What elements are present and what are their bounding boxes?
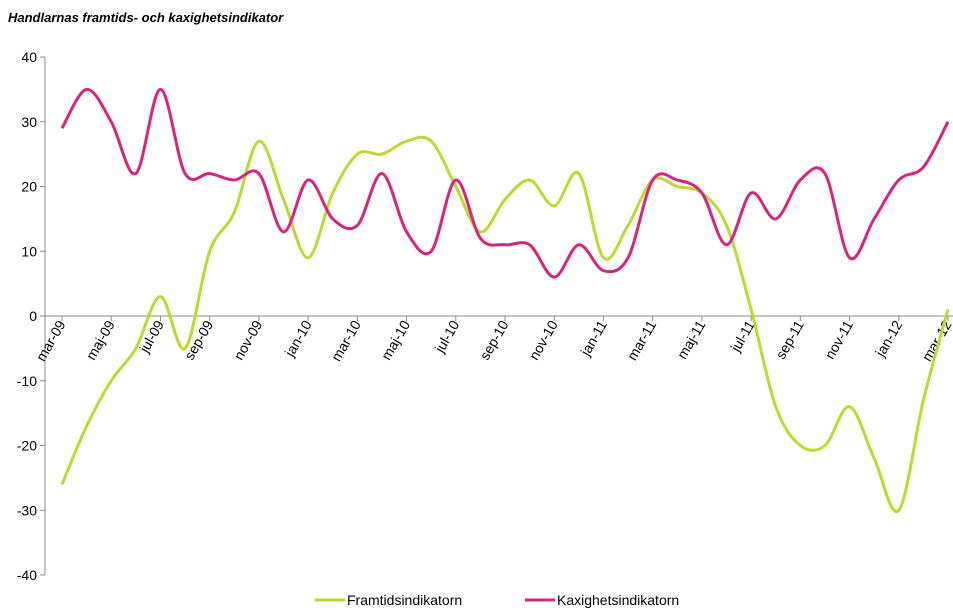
x-tick-label: sep-11 xyxy=(772,317,807,361)
y-tick-label: 20 xyxy=(21,179,37,195)
x-tick-label: maj-10 xyxy=(378,317,413,362)
x-tick-label: nov-10 xyxy=(526,317,561,362)
x-tick-label: jul-10 xyxy=(431,317,463,356)
y-tick-label: 40 xyxy=(21,49,37,65)
series-line xyxy=(60,87,950,279)
x-tick-label: jan-10 xyxy=(281,317,315,360)
series-line xyxy=(60,135,950,514)
x-tick-label: maj-09 xyxy=(83,317,118,362)
x-tick-label: mar-10 xyxy=(328,317,364,364)
x-tick-label: maj-11 xyxy=(674,317,709,361)
x-tick-label: nov-09 xyxy=(230,317,265,362)
y-tick-label: 30 xyxy=(21,114,37,130)
chart-title: Handlarnas framtids- och kaxighetsindika… xyxy=(8,10,284,25)
y-tick-label: -40 xyxy=(17,567,37,583)
x-tick-label: mar-11 xyxy=(624,317,660,363)
x-tick-label: sep-09 xyxy=(181,317,216,362)
legend-label: Framtidsindikatorn xyxy=(347,592,462,608)
legend-label: Kaxighetsindikatorn xyxy=(557,592,679,608)
x-tick-label: mar-09 xyxy=(33,317,69,364)
y-tick-label: 10 xyxy=(21,243,37,259)
y-tick-label: -30 xyxy=(17,502,37,518)
y-tick-label: -10 xyxy=(17,373,37,389)
x-tick-label: jan-12 xyxy=(872,317,906,360)
x-tick-label: sep-10 xyxy=(476,317,511,362)
y-tick-label: 0 xyxy=(29,308,37,324)
x-tick-label: nov-11 xyxy=(821,317,856,361)
x-tick-label: jan-11 xyxy=(577,317,610,359)
y-tick-label: -20 xyxy=(17,438,37,454)
